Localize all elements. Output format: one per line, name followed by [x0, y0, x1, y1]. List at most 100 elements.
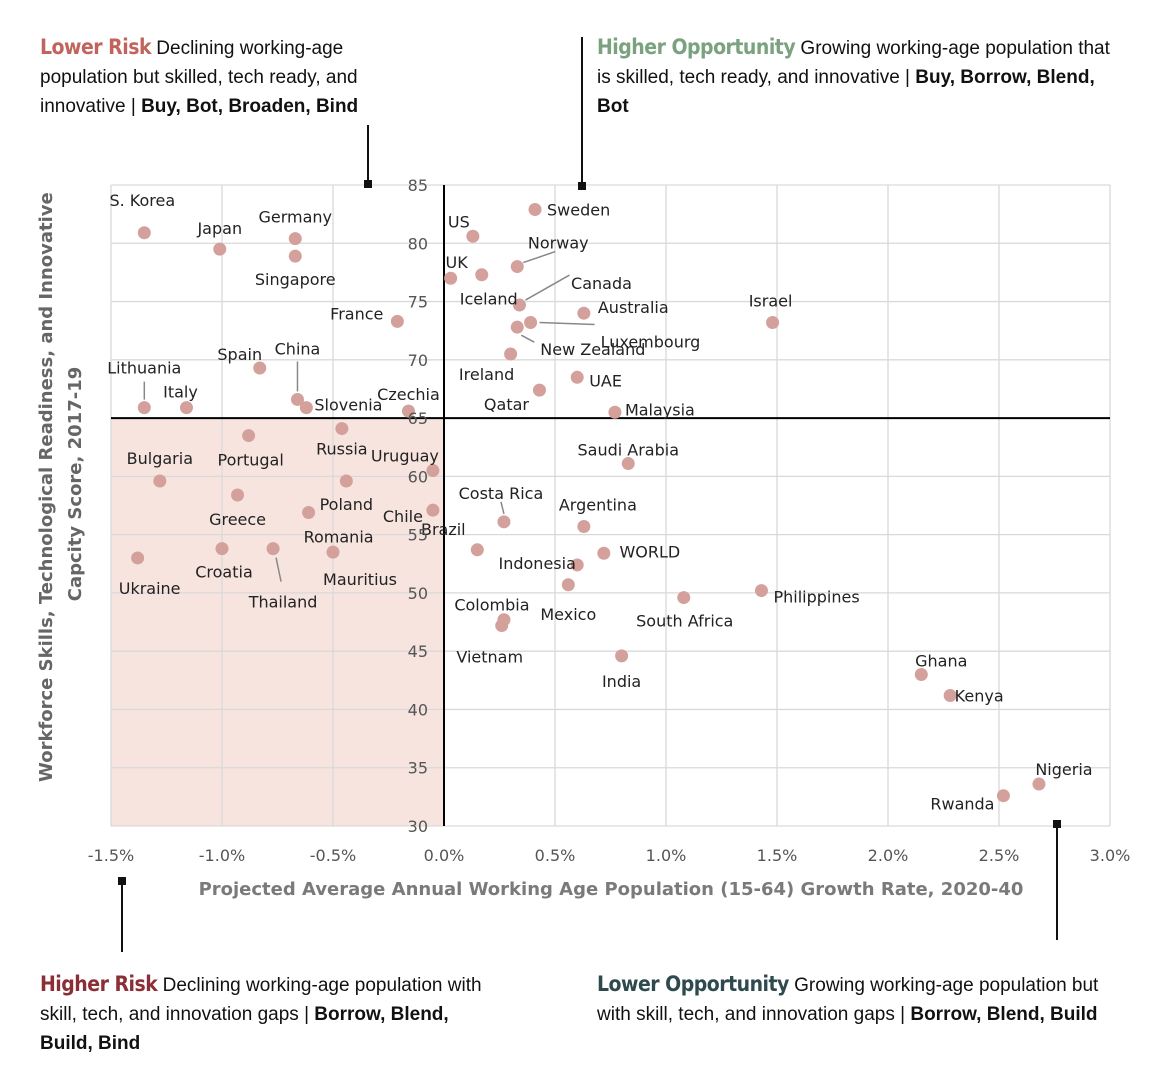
data-point [390, 314, 404, 328]
data-point [615, 649, 629, 663]
quadrant-lower-opportunity: Lower Opportunity Growing working-age po… [597, 970, 1127, 1029]
data-label: Norway [528, 234, 589, 253]
data-point [524, 316, 538, 330]
data-label: UK [446, 253, 469, 272]
y-axis-label: Workforce Skills, Technological Readines… [36, 186, 86, 782]
quadrant-higher-opportunity: Higher Opportunity Growing working-age p… [597, 33, 1122, 121]
data-label: Mauritius [323, 570, 397, 589]
data-point [253, 361, 267, 375]
data-point [577, 306, 591, 320]
data-label: UAE [589, 371, 622, 390]
y-axis-label-line-2: Capcity Score, 2017-19 [65, 367, 86, 602]
leader-line [539, 321, 595, 326]
data-label: US [448, 212, 470, 231]
x-tick-label: 1.5% [757, 846, 798, 865]
data-point [401, 404, 415, 418]
data-label: Croatia [195, 563, 253, 582]
data-point [426, 503, 440, 517]
quadrant-description: Growing working-age population that is s… [597, 38, 1110, 88]
data-label: Portugal [218, 451, 284, 470]
data-point [570, 558, 584, 572]
y-tick-label: 80 [408, 234, 428, 253]
data-label: Canada [571, 274, 632, 293]
y-tick-label: 65 [408, 409, 428, 428]
data-label: Qatar [484, 395, 529, 414]
x-tick-label: -1.5% [88, 846, 134, 865]
data-label: Singapore [255, 270, 336, 289]
y-tick-label: 55 [408, 526, 428, 545]
data-point [339, 474, 353, 488]
data-label: Iceland [460, 290, 518, 309]
data-point [231, 488, 245, 502]
x-tick-label: -1.0% [199, 846, 245, 865]
callout-marker [1053, 820, 1061, 828]
data-label: Philippines [773, 588, 859, 607]
quadrant-description: Growing working-age population but with … [597, 975, 1099, 1025]
data-point [570, 370, 584, 384]
data-label: France [330, 304, 383, 323]
y-tick-label: 75 [408, 293, 428, 312]
data-label: Luxembourg [601, 333, 701, 352]
leader-line [275, 557, 282, 582]
data-label: Saudi Arabia [577, 441, 679, 460]
quadrant-separator: | [304, 1004, 309, 1025]
x-tick-label: 3.0% [1090, 846, 1131, 865]
quadrant-title: Higher Opportunity [597, 35, 796, 59]
data-point [532, 383, 546, 397]
data-label: Russia [316, 440, 367, 459]
quadrant-strategies: Buy, Borrow, Blend, Bot [597, 67, 1095, 117]
x-tick-label: 0.5% [535, 846, 576, 865]
y-axis-label-line-1: Workforce Skills, Technological Readines… [36, 192, 57, 782]
data-point [266, 542, 280, 556]
data-point [597, 546, 611, 560]
data-point [504, 347, 518, 361]
y-tick-label: 85 [408, 176, 428, 195]
data-point [290, 392, 304, 406]
quadrant-lower-risk: Lower Risk Declining working-age populat… [40, 33, 400, 121]
data-label: Spain [217, 345, 262, 364]
leader-line [500, 501, 505, 514]
data-label: Sweden [547, 200, 610, 219]
data-label: Lithuania [107, 359, 181, 378]
data-label: Kenya [955, 686, 1004, 705]
x-tick-label: 2.0% [868, 846, 909, 865]
data-point [131, 551, 145, 565]
data-label: New Zealand [540, 340, 645, 359]
data-label: Poland [320, 495, 373, 514]
data-point [302, 505, 316, 519]
data-label: Bulgaria [127, 449, 193, 468]
data-label: S. Korea [109, 191, 175, 210]
leader-line [523, 250, 556, 264]
data-point [1032, 777, 1046, 791]
data-point [288, 249, 302, 263]
callout-marker [578, 182, 586, 190]
data-point [444, 271, 458, 285]
data-point [621, 457, 635, 471]
quadrant-strategies: Buy, Bot, Broaden, Bind [141, 96, 359, 117]
data-label: South Africa [636, 612, 733, 631]
data-point [299, 401, 313, 415]
data-label: Chile [383, 507, 423, 526]
data-point [510, 320, 524, 334]
data-label: Nigeria [1035, 760, 1092, 779]
data-label: Czechia [377, 385, 440, 404]
data-point [470, 543, 484, 557]
data-label: Japan [196, 219, 242, 238]
data-point [510, 260, 524, 274]
data-point [996, 789, 1010, 803]
data-point [677, 591, 691, 605]
data-point [495, 619, 509, 633]
y-tick-label: 40 [408, 700, 428, 719]
y-tick-label: 45 [408, 642, 428, 661]
callout-marker [364, 180, 372, 188]
quadrant-title: Lower Opportunity [597, 972, 789, 996]
data-point [497, 515, 511, 529]
data-label: Germany [258, 208, 332, 227]
data-label: Brazil [421, 520, 466, 539]
data-point [943, 688, 957, 702]
y-tick-label: 50 [408, 584, 428, 603]
data-label: Greece [209, 510, 266, 529]
data-label: India [602, 672, 641, 691]
x-tick-label: -0.5% [310, 846, 356, 865]
y-tick-label: 30 [408, 817, 428, 836]
